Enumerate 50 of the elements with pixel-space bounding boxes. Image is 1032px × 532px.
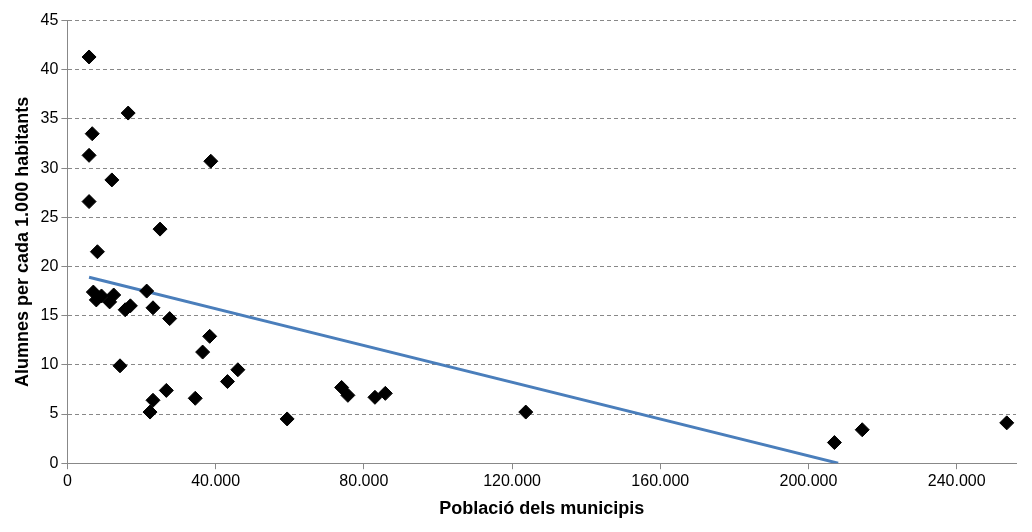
point [106,287,122,303]
y-tick-label: 25 [40,207,59,225]
point [230,362,246,378]
y-axis-title: Alumnes per cada 1.000 habitants [11,96,32,387]
point [334,379,350,395]
x-axis-title: Població dels municipis [439,498,645,519]
y-tick-label: 30 [40,158,59,176]
y-tick-label: 0 [49,453,59,471]
point [81,147,97,163]
x-tick-label: 240.000 [927,472,986,490]
point [81,49,97,65]
point [203,153,219,169]
y-tick-label: 10 [40,355,59,373]
point [367,389,383,405]
x-tick-label: 0 [62,472,72,490]
point [142,404,158,420]
y-tick-label: 15 [40,306,59,324]
point [145,300,161,316]
point [162,311,178,327]
y-tick-label: 35 [40,109,59,127]
y-tick-label: 45 [40,11,59,29]
point [112,358,128,374]
point [145,392,161,408]
y-tick-label: 40 [40,60,59,78]
point [279,411,295,427]
point [518,404,534,420]
point [826,435,842,451]
point [84,126,100,142]
point [120,105,136,121]
point [139,283,155,299]
x-tick-label: 200.000 [779,472,838,490]
x-tick-label: 120.000 [483,472,542,490]
y-tick-label: 20 [40,256,59,274]
point [81,194,97,210]
point [340,387,356,403]
point [195,344,211,360]
x-tick-label: 80.000 [339,472,389,490]
point [187,390,203,406]
x-tick-label: 40.000 [191,472,241,490]
x-tick-label: 160.000 [631,472,690,490]
point [104,172,120,188]
point [158,382,174,398]
point [999,415,1015,431]
y-tick-label: 5 [49,404,59,422]
point [854,422,870,438]
point [152,221,168,237]
point [89,244,105,260]
point [202,328,218,344]
point [219,374,235,390]
point [377,385,393,401]
